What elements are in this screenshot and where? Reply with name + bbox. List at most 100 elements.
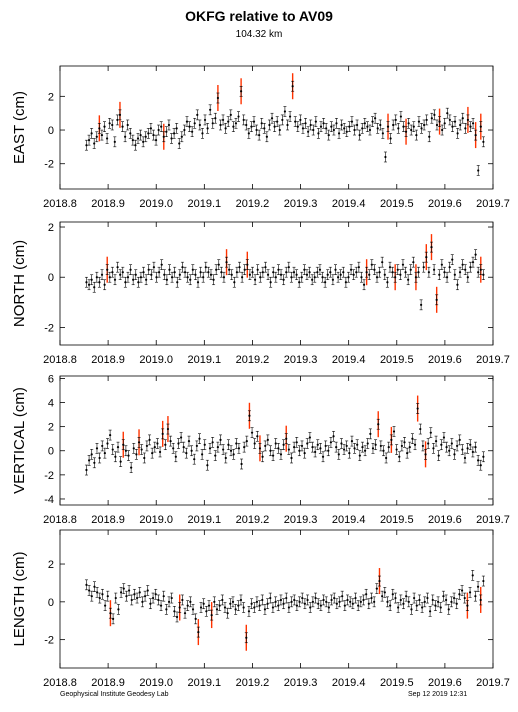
data-point: [261, 455, 264, 458]
data-point: [433, 113, 436, 116]
data-point: [387, 446, 390, 449]
x-tick-label: 2018.9: [91, 354, 125, 366]
data-point: [458, 271, 462, 274]
data-point: [253, 278, 257, 281]
data-point: [290, 276, 293, 279]
data-point: [434, 604, 437, 607]
data-point: [156, 442, 159, 445]
data-point: [114, 596, 117, 600]
data-point: [141, 600, 144, 603]
data-point: [145, 444, 149, 448]
data-point: [367, 602, 370, 605]
data-point: [290, 600, 293, 603]
data-point: [337, 453, 340, 456]
data-point: [100, 133, 104, 137]
data-point: [88, 589, 91, 592]
data-point: [178, 606, 181, 609]
data-point: [250, 125, 253, 128]
data-point: [434, 440, 438, 443]
data-point: [482, 455, 485, 458]
data-point: [153, 446, 156, 449]
data-point: [242, 606, 245, 609]
data-point: [258, 133, 261, 137]
data-point: [161, 432, 164, 435]
data-point: [239, 598, 243, 602]
data-point: [482, 140, 485, 143]
data-point: [219, 438, 222, 441]
data-point: [295, 604, 299, 607]
data-point: [242, 118, 245, 122]
data-point: [211, 441, 214, 444]
data-point: [186, 604, 189, 607]
data-point: [170, 276, 174, 279]
data-point: [299, 118, 302, 122]
data-point: [274, 442, 277, 445]
data-point: [178, 142, 181, 145]
data-point: [124, 449, 127, 452]
data-point: [165, 608, 168, 611]
data-point: [85, 468, 88, 472]
data-point: [391, 593, 394, 596]
data-point: [466, 604, 469, 607]
data-point: [149, 602, 152, 605]
plot-frame-vertical: [59, 375, 494, 506]
data-point: [330, 125, 333, 128]
data-point: [474, 595, 477, 598]
data-point: [269, 449, 272, 452]
data-point: [451, 125, 454, 128]
data-point: [397, 606, 400, 609]
x-tick-label: 2018.8: [43, 198, 77, 210]
data-point: [167, 123, 171, 127]
data-point: [477, 459, 480, 462]
data-point: [448, 266, 451, 269]
data-point: [266, 438, 269, 441]
data-point: [189, 600, 192, 603]
data-point: [240, 462, 243, 466]
data-point: [151, 452, 154, 455]
data-point: [177, 442, 180, 445]
x-tick-label: 2019.7: [476, 514, 510, 526]
data-point: [142, 271, 145, 274]
data-point: [355, 271, 358, 274]
y-tick-label: 2: [48, 422, 54, 434]
data-point: [349, 600, 352, 603]
data-point: [424, 453, 427, 456]
data-point: [425, 118, 428, 122]
data-point: [131, 139, 134, 142]
data-point: [331, 278, 335, 281]
x-tick-label: 2019.3: [284, 354, 318, 366]
data-point: [366, 442, 369, 445]
data-point: [152, 266, 156, 269]
data-point: [266, 602, 269, 605]
data-point: [183, 612, 187, 615]
data-point: [285, 271, 288, 274]
data-point: [265, 135, 268, 138]
data-point: [105, 137, 109, 140]
data-point: [403, 441, 406, 444]
data-point: [129, 268, 132, 271]
data-point: [90, 595, 93, 598]
data-point: [355, 123, 359, 127]
data-point: [216, 96, 220, 100]
data-point: [202, 602, 205, 605]
data-point: [149, 127, 152, 130]
plot-frame-north: [59, 221, 494, 346]
data-point: [165, 130, 168, 133]
x-tick-label: 2018.9: [91, 198, 125, 210]
x-tick-label: 2019.4: [332, 354, 366, 366]
data-point: [319, 125, 323, 128]
data-point: [392, 430, 396, 433]
data-point: [294, 120, 297, 123]
data-point: [305, 273, 309, 276]
data-point: [166, 427, 170, 431]
data-point: [479, 125, 482, 128]
data-point: [293, 598, 296, 602]
data-point: [327, 449, 330, 452]
data-point: [241, 276, 244, 279]
data-point: [126, 123, 129, 127]
data-point: [132, 447, 135, 450]
data-point: [111, 448, 114, 451]
data-point: [90, 453, 93, 456]
data-point: [109, 433, 112, 437]
data-point: [190, 449, 193, 452]
